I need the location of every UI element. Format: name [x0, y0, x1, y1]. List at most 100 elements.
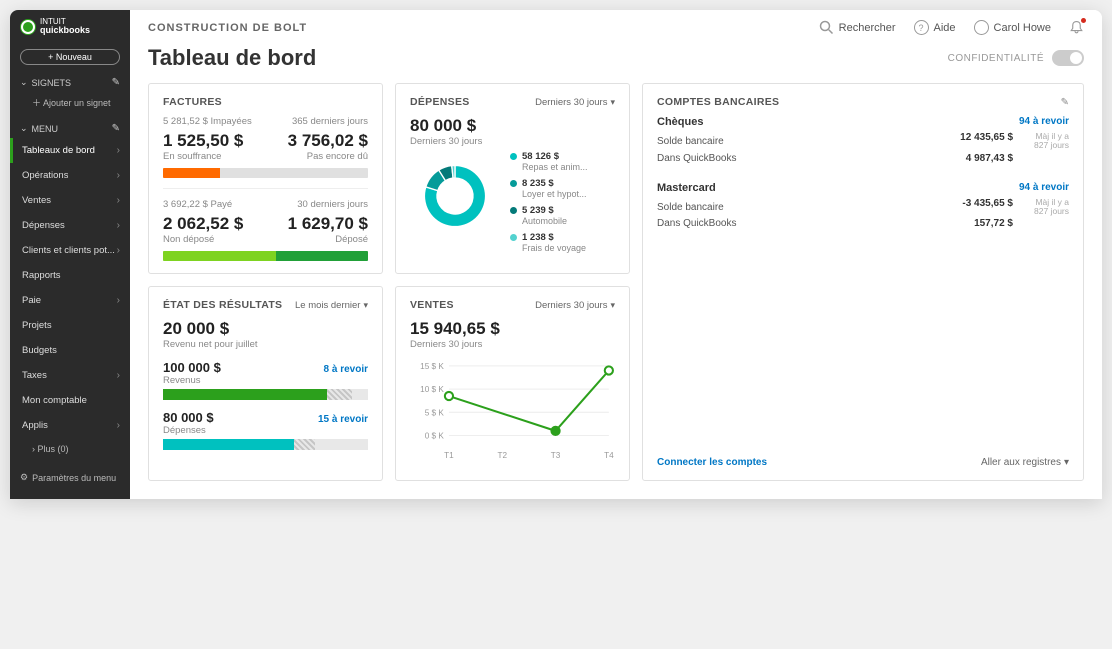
sales-total: 15 940,65 $ — [410, 319, 615, 339]
chevron-down-icon: ⌄ — [20, 123, 28, 134]
sidebar-item[interactable]: Projets — [10, 313, 130, 338]
svg-text:5 $ K: 5 $ K — [425, 408, 445, 417]
overdue-label: En souffrance — [163, 151, 243, 162]
deposited-amount: 1 629,70 $ — [288, 214, 368, 234]
expense-legend: 58 126 $Repas et anim... 8 235 $Loyer et … — [510, 151, 588, 253]
menu-settings[interactable]: ⚙Paramètres du menu — [10, 464, 130, 491]
svg-text:15 $ K: 15 $ K — [420, 362, 444, 371]
quickbooks-icon — [20, 19, 36, 35]
sales-card: VENTES Derniers 30 jours 15 940,65 $ Der… — [395, 286, 630, 481]
review-link[interactable]: 94 à revoir — [1019, 182, 1069, 196]
sidebar-item[interactable]: Dépenses› — [10, 213, 130, 238]
legend-dot-icon — [510, 234, 517, 241]
pencil-icon[interactable]: ✎ — [112, 123, 120, 134]
sidebar-item[interactable]: Clients et clients pot...› — [10, 238, 130, 263]
result-bar-row: 80 000 $15 à revoirDépenses — [163, 410, 368, 450]
bank-account: Chèques 94 à revoir Solde bancaire12 435,6… — [657, 116, 1069, 164]
invoices-bar-2 — [163, 251, 368, 261]
bank-row: Dans QuickBooks4 987,43 $ — [657, 153, 1069, 164]
search-icon — [819, 20, 834, 35]
paid-amount: 3 692,22 $ Payé — [163, 199, 232, 210]
sidebar-item[interactable]: Rapports — [10, 263, 130, 288]
pencil-icon[interactable]: ✎ — [112, 77, 120, 88]
legend-item: 58 126 $Repas et anim... — [510, 151, 588, 172]
net-income-label: Revenu net pour juillet — [163, 339, 368, 350]
chevron-right-icon: › — [117, 420, 120, 431]
privacy-toggle[interactable]: CONFIDENTIALITÉ — [948, 50, 1084, 66]
period-dropdown[interactable]: Le mois dernier — [295, 300, 368, 311]
new-button[interactable]: + Nouveau — [20, 49, 120, 65]
unpaid-amount: 5 281,52 $ Impayées — [163, 116, 252, 127]
pencil-icon[interactable]: ✎ — [1061, 97, 1069, 108]
card-title: COMPTES BANCAIRES — [657, 96, 779, 108]
company-name: CONSTRUCTION DE BOLT — [148, 22, 307, 34]
notifications-button[interactable] — [1069, 20, 1084, 35]
sidebar-item[interactable]: Applis› — [10, 413, 130, 438]
bank-account-name: Chèques — [657, 116, 703, 128]
legend-item: 5 239 $Automobile — [510, 205, 588, 226]
connect-accounts-link[interactable]: Connecter les comptes — [657, 457, 767, 468]
sidebar-item[interactable]: Paie› — [10, 288, 130, 313]
legend-dot-icon — [510, 207, 517, 214]
chevron-right-icon: › — [117, 295, 120, 306]
gear-icon: ⚙ — [20, 472, 28, 483]
donut-chart — [410, 151, 500, 241]
user-menu[interactable]: Carol Howe — [974, 20, 1051, 35]
sidebar-item[interactable]: Taxes› — [10, 363, 130, 388]
results-card: ÉTAT DES RÉSULTATS Le mois dernier 20 00… — [148, 286, 383, 481]
help-button[interactable]: ? Aide — [914, 20, 956, 35]
bank-account-name: Mastercard — [657, 182, 716, 194]
notdue-label: Pas encore dû — [288, 151, 368, 162]
paid-period: 30 derniers jours — [297, 199, 368, 210]
invoices-bar-1 — [163, 168, 368, 178]
chevron-right-icon: › — [117, 370, 120, 381]
review-link[interactable]: 94 à revoir — [1019, 116, 1069, 130]
undeposited-amount: 2 062,52 $ — [163, 214, 243, 234]
bank-card: COMPTES BANCAIRES ✎ Chèques 94 à revoir So… — [642, 83, 1084, 481]
bank-account: Mastercard 94 à revoir Solde bancaire-3 43… — [657, 182, 1069, 230]
expenses-total: 80 000 $ — [410, 116, 615, 136]
bell-icon — [1069, 20, 1084, 35]
review-link[interactable]: 8 à revoir — [324, 364, 368, 375]
help-icon: ? — [914, 20, 929, 35]
bank-row: Solde bancaire12 435,65 $Màj il y a 827 … — [657, 132, 1069, 151]
sales-sub: Derniers 30 jours — [410, 339, 615, 350]
go-registers-link[interactable]: Aller aux registres ▾ — [981, 457, 1069, 468]
sales-line-chart: 15 $ K10 $ K5 $ K0 $ KT1T2T3T4 — [410, 358, 615, 468]
svg-text:0 $ K: 0 $ K — [425, 432, 445, 441]
sidebar-item[interactable]: Mon comptable — [10, 388, 130, 413]
review-link[interactable]: 15 à revoir — [318, 414, 368, 425]
page-title: Tableau de bord — [148, 45, 316, 71]
menu-header[interactable]: ⌄MENU ✎ — [10, 117, 130, 138]
period-dropdown[interactable]: Derniers 30 jours — [535, 300, 615, 311]
bank-row: Solde bancaire-3 435,65 $Màj il y a 827 … — [657, 198, 1069, 217]
unpaid-period: 365 derniers jours — [292, 116, 368, 127]
sidebar-item[interactable]: Budgets — [10, 338, 130, 363]
legend-dot-icon — [510, 180, 517, 187]
card-title: DÉPENSES — [410, 96, 470, 108]
legend-dot-icon — [510, 153, 517, 160]
search-button[interactable]: Rechercher — [819, 20, 896, 35]
brand-logo[interactable]: INTUIT quickbooks — [10, 10, 130, 43]
sidebar-item[interactable]: Tableaux de bord› — [10, 138, 130, 163]
chevron-right-icon: › — [117, 245, 120, 256]
chevron-down-icon: ⌄ — [20, 77, 28, 88]
topbar: CONSTRUCTION DE BOLT Rechercher ? Aide C… — [130, 10, 1102, 39]
undeposited-label: Non déposé — [163, 234, 243, 245]
menu-more[interactable]: › Plus (0) — [10, 438, 130, 460]
sidebar-item[interactable]: Opérations› — [10, 163, 130, 188]
toggle-switch[interactable] — [1052, 50, 1084, 66]
chevron-right-icon: › — [117, 145, 120, 156]
svg-text:T4: T4 — [604, 451, 614, 460]
sidebar-item[interactable]: Ventes› — [10, 188, 130, 213]
period-dropdown[interactable]: Derniers 30 jours — [535, 97, 615, 108]
chevron-right-icon: › — [117, 220, 120, 231]
bookmarks-header[interactable]: ⌄SIGNETS ✎ — [10, 71, 130, 92]
legend-item: 8 235 $Loyer et hypot... — [510, 178, 588, 199]
overdue-amount: 1 525,50 $ — [163, 131, 243, 151]
deposited-label: Déposé — [288, 234, 368, 245]
add-bookmark[interactable]: ＋ Ajouter un signet — [10, 92, 130, 117]
expenses-card: DÉPENSES Derniers 30 jours 80 000 $ Dern… — [395, 83, 630, 274]
bank-row: Dans QuickBooks157,72 $ — [657, 218, 1069, 229]
svg-text:T3: T3 — [551, 451, 561, 460]
